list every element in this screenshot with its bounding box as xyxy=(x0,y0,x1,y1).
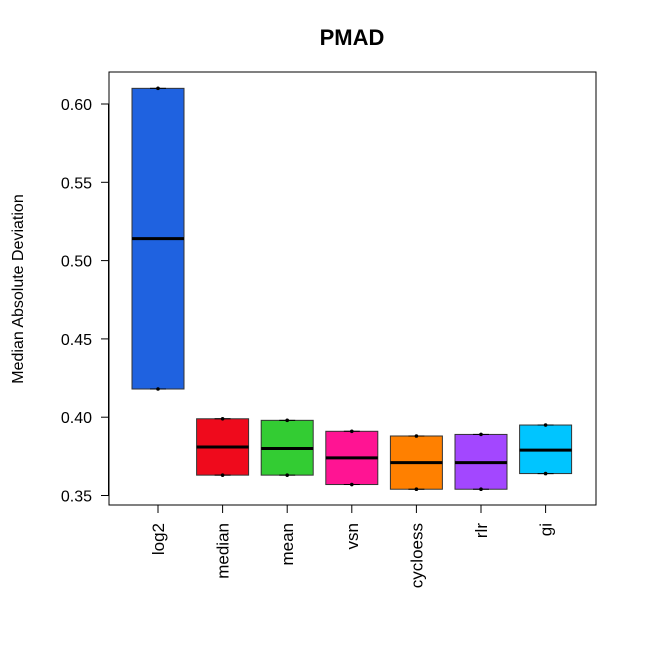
x-tick-label-vsn: vsn xyxy=(343,523,362,549)
chart-title: PMAD xyxy=(320,25,385,50)
x-tick-label-cycloess: cycloess xyxy=(407,523,426,588)
x-tick-label-log2: log2 xyxy=(149,523,168,555)
point-min xyxy=(285,473,290,477)
point-min xyxy=(220,473,225,477)
point-max xyxy=(220,416,225,421)
point-max xyxy=(156,86,160,91)
x-tick-label-median: median xyxy=(214,523,233,579)
point-min xyxy=(156,387,160,391)
y-tick-label: 0.45 xyxy=(61,332,92,349)
y-tick-label: 0.55 xyxy=(61,175,92,192)
point-max xyxy=(543,423,548,427)
box-vsn xyxy=(325,429,379,487)
x-tick-label-mean: mean xyxy=(278,523,297,566)
box-rlr xyxy=(454,432,508,492)
box-series xyxy=(131,86,573,492)
point-min xyxy=(414,487,419,492)
y-tick-label: 0.60 xyxy=(61,97,92,114)
y-axis: 0.35 0.40 0.45 0.50 0.55 0.60 xyxy=(61,97,109,506)
point-min xyxy=(543,471,548,476)
x-tick-label-rlr: rlr xyxy=(472,523,491,538)
box-cycloess xyxy=(389,434,443,492)
point-min xyxy=(350,482,354,487)
box-log2 xyxy=(131,86,185,391)
point-max xyxy=(479,432,483,437)
y-axis-label: Median Absolute Deviation xyxy=(10,194,27,383)
point-max xyxy=(285,418,290,423)
box-gi xyxy=(519,423,573,476)
y-tick-label: 0.50 xyxy=(61,254,92,271)
point-max xyxy=(350,429,354,434)
point-min xyxy=(479,487,483,492)
y-tick-label: 0.40 xyxy=(61,410,92,427)
point-max xyxy=(414,434,419,438)
x-tick-label-gi: gi xyxy=(537,523,556,536)
x-axis: log2 median mean vsn cycloess rlr gi xyxy=(149,504,556,588)
box-median xyxy=(196,416,250,477)
y-tick-label: 0.35 xyxy=(61,489,92,506)
box-mean xyxy=(260,418,314,477)
